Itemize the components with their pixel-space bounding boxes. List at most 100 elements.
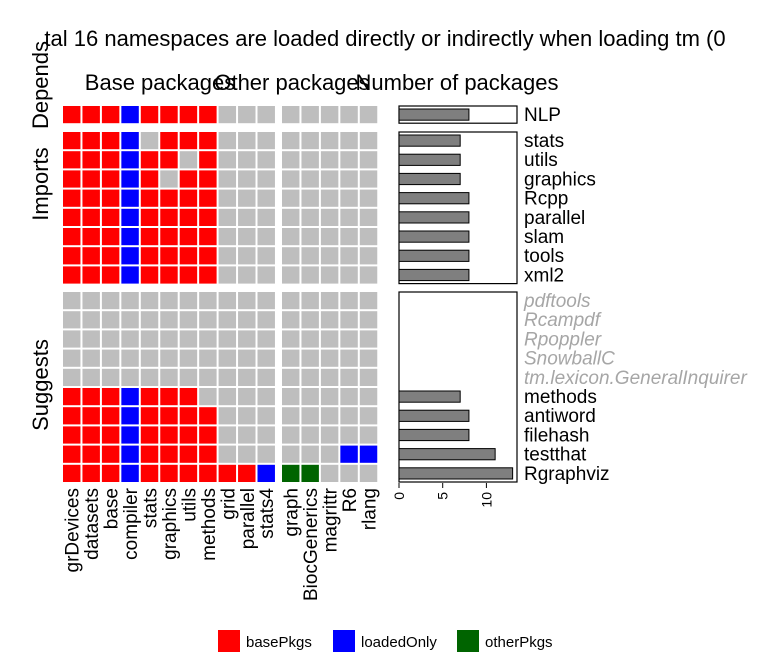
heatmap-cell: [121, 292, 139, 310]
heatmap-cell: [320, 106, 339, 124]
heatmap-cell: [257, 388, 275, 406]
heatmap-cell: [218, 426, 237, 444]
heatmap-cell: [199, 445, 217, 463]
bar: [398, 134, 461, 147]
heatmap-cell: [282, 368, 300, 386]
panel-title: Number of packages: [356, 70, 559, 95]
heatmap-cell: [257, 151, 275, 169]
heatmap-cell: [199, 426, 217, 444]
heatmap-cell: [238, 368, 256, 386]
heatmap-cell: [101, 170, 120, 188]
heatmap-cell: [63, 426, 81, 444]
column-label: R6: [340, 488, 361, 512]
heatmap-cell: [340, 247, 358, 265]
heatmap-cell: [340, 464, 358, 482]
column-label: utils: [179, 488, 200, 522]
number-of-packages-panel: NLP statsutilsgraphicsRcppparallelslamtoo…: [391, 105, 747, 508]
row-label: antiword: [524, 406, 596, 427]
legend-label: loadedOnly: [361, 634, 437, 651]
heatmap-cell: [101, 208, 120, 226]
heatmap-cell: [257, 292, 275, 310]
column-labels: grDevicesdatasetsbasecompilerstatsgraphi…: [63, 487, 381, 601]
heatmap-cell: [340, 388, 358, 406]
heatmap-cell: [301, 266, 319, 284]
heatmap-cell: [101, 407, 120, 425]
heatmap-cell: [121, 189, 139, 207]
heatmap-cell: [121, 151, 139, 169]
heatmap-cell: [179, 464, 198, 482]
heatmap-cell: [199, 247, 217, 265]
heatmap-cell: [179, 426, 198, 444]
heatmap-cell: [301, 189, 319, 207]
heatmap-cell: [63, 330, 81, 348]
heatmap-cell: [160, 292, 178, 310]
heatmap-cell: [140, 151, 159, 169]
heatmap-cell: [101, 464, 120, 482]
heatmap-cell: [218, 445, 237, 463]
column-label: stats: [141, 488, 162, 528]
heatmap-cell: [320, 292, 339, 310]
heatmap-cell: [340, 349, 358, 367]
heatmap-cell: [301, 132, 319, 150]
heatmap-cell: [320, 349, 339, 367]
heatmap-cell: [82, 170, 100, 188]
legend-label: otherPkgs: [485, 634, 553, 651]
heatmap-cell: [282, 228, 300, 246]
heatmap-cell: [301, 292, 319, 310]
heatmap-cell: [140, 330, 159, 348]
heatmap-cell: [301, 228, 319, 246]
heatmap-cell: [257, 407, 275, 425]
heatmap-cell: [121, 445, 139, 463]
heatmap-cell: [282, 426, 300, 444]
heatmap-cell: [121, 228, 139, 246]
heatmap-cell: [160, 247, 178, 265]
heatmap-cell: [140, 132, 159, 150]
heatmap-cell: [82, 228, 100, 246]
heatmap-cell: [63, 132, 81, 150]
heatmap-cell: [140, 189, 159, 207]
column-label: rlang: [360, 488, 381, 530]
heatmap-cell: [199, 292, 217, 310]
heatmap-cell: [179, 189, 198, 207]
heatmap-cell: [101, 292, 120, 310]
heatmap-cell: [301, 170, 319, 188]
heatmap-cell: [359, 388, 378, 406]
heatmap-cell: [101, 106, 120, 124]
bar: [398, 467, 514, 480]
heatmap-cell: [160, 330, 178, 348]
heatmap-cell: [101, 151, 120, 169]
heatmap-cell: [63, 407, 81, 425]
heatmap-cell: [101, 247, 120, 265]
heatmap-cell: [160, 266, 178, 284]
heatmap-cell: [257, 311, 275, 329]
bar: [398, 448, 496, 461]
heatmap-cell: [257, 368, 275, 386]
heatmap-cell: [179, 247, 198, 265]
heatmap-cell: [282, 106, 300, 124]
heatmap-cell: [301, 445, 319, 463]
heatmap-cell: [63, 247, 81, 265]
heatmap-cell: [359, 330, 378, 348]
heatmap-cell: [238, 151, 256, 169]
heatmap-cell: [121, 407, 139, 425]
heatmap-cell: [359, 170, 378, 188]
legend-label: basePkgs: [246, 634, 312, 651]
heatmap-cell: [121, 170, 139, 188]
heatmap-cell: [199, 228, 217, 246]
heatmap-cell: [301, 247, 319, 265]
heatmap-cell: [238, 208, 256, 226]
heatmap-cell: [63, 189, 81, 207]
heatmap-cell: [359, 151, 378, 169]
heatmap-cell: [82, 151, 100, 169]
chart-title: tal 16 namespaces are loaded directly or…: [44, 26, 725, 51]
heatmap-cell: [101, 228, 120, 246]
heatmap-cell: [238, 189, 256, 207]
row-label: Rcampdf: [524, 310, 602, 331]
column-label: base: [102, 488, 123, 529]
heatmap-cell: [238, 132, 256, 150]
heatmap-cell: [160, 189, 178, 207]
heatmap-cell: [282, 292, 300, 310]
heatmap-cell: [160, 132, 178, 150]
heatmap-cell: [238, 170, 256, 188]
heatmap-cell: [282, 132, 300, 150]
